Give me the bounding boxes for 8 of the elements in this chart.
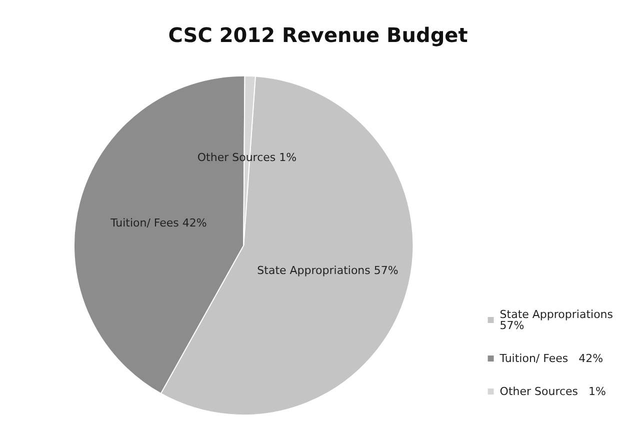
slice-label: Other Sources 1% (197, 151, 297, 164)
legend-label: State Appropriations (500, 308, 614, 321)
data-label: 57% (500, 319, 524, 332)
legend-label: Tuition/ Fees 42% (498, 352, 604, 365)
legend-label: Other Sources 1% (500, 385, 606, 398)
slice-label: Tuition/ Fees 42% (110, 216, 207, 230)
category-label: State Appropriations 57% (257, 264, 398, 278)
chart-title: CSC 2012 Revenue Budget (168, 23, 468, 47)
